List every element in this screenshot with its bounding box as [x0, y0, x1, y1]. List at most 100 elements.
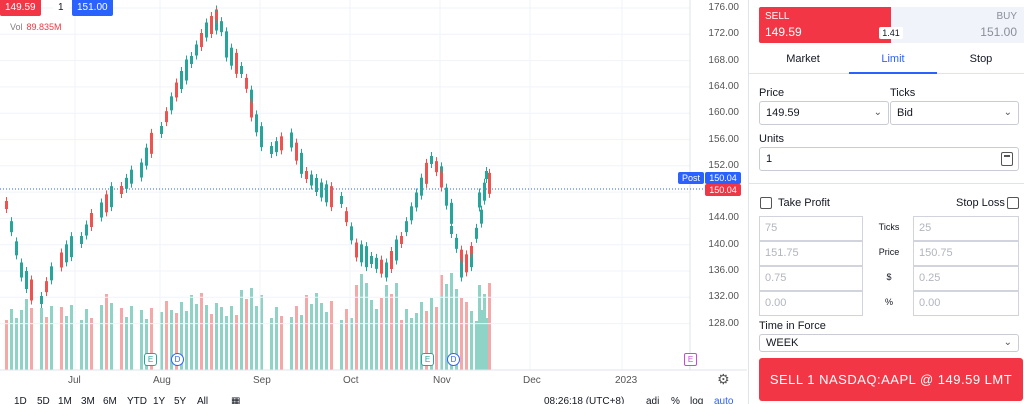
volume-bar	[125, 317, 128, 370]
take-profit-checkbox[interactable]	[760, 197, 772, 209]
volume-bar	[30, 308, 33, 370]
volume-bar	[365, 283, 368, 370]
candle-body	[175, 82, 178, 98]
volume-bar	[280, 316, 283, 370]
price-tick-label: 140.00	[708, 238, 739, 250]
range-button-3m[interactable]: 3M	[81, 396, 95, 404]
stop-loss-field[interactable]: 0.25	[913, 266, 1019, 291]
candle-body	[60, 252, 63, 268]
range-button-5d[interactable]: 5D	[37, 396, 50, 404]
sell-side-button[interactable]: SELL 149.59	[759, 7, 891, 43]
tab-stop[interactable]: Stop	[969, 53, 993, 65]
auto-toggle[interactable]: auto	[714, 396, 734, 404]
chevron-down-icon[interactable]: ⌄	[1003, 337, 1012, 348]
stop-loss-field[interactable]: 25	[913, 216, 1019, 241]
take-profit-field[interactable]: 151.75	[759, 241, 863, 266]
candle-body	[460, 262, 463, 278]
stop-loss-field[interactable]: 150.75	[913, 241, 1019, 266]
take-profit-field[interactable]: 75	[759, 216, 863, 241]
volume-bar	[230, 306, 233, 370]
earnings-marker[interactable]: E	[684, 353, 697, 366]
range-button-1y[interactable]: 1Y	[153, 396, 166, 404]
volume-bar	[200, 293, 203, 370]
volume-bar	[450, 273, 453, 370]
volume-bar	[478, 285, 481, 370]
volume-bar	[175, 313, 178, 370]
candle-body	[270, 146, 273, 154]
volume-bar	[300, 315, 303, 370]
price-input[interactable]: 149.59 ⌄	[759, 101, 889, 125]
log-toggle[interactable]: log	[690, 396, 704, 404]
units-input[interactable]: 1	[759, 147, 1019, 171]
candle-body	[390, 251, 393, 269]
volume-bar	[395, 283, 398, 370]
stop-loss-checkbox[interactable]	[1007, 197, 1019, 209]
earnings-marker[interactable]: E	[144, 353, 157, 366]
range-button-1d[interactable]: 1D	[14, 396, 27, 404]
time-tick-label: Nov	[433, 375, 451, 386]
candle-body	[415, 192, 418, 208]
take-profit-field[interactable]: 0.75	[759, 266, 863, 291]
time-in-force-select[interactable]: WEEK ⌄	[759, 334, 1019, 352]
candle-body	[195, 44, 198, 56]
time-tick-label: 2023	[615, 375, 638, 386]
volume-bar	[5, 320, 8, 370]
candle-body	[340, 196, 343, 204]
candle-body	[245, 77, 248, 89]
chevron-down-icon[interactable]: ⌄	[1003, 107, 1012, 118]
volume-bar	[470, 311, 473, 370]
volume-bar	[45, 317, 48, 370]
volume-bar	[85, 309, 88, 370]
volume-bar	[170, 310, 173, 370]
range-button-6m[interactable]: 6M	[103, 396, 117, 404]
candle-body	[280, 136, 283, 151]
stop-loss-field[interactable]: 0.00	[913, 291, 1019, 316]
ticks-select[interactable]: Bid ⌄	[890, 101, 1019, 125]
dividend-marker[interactable]: D	[171, 353, 184, 366]
volume-bar	[100, 305, 103, 370]
adjust-toggle[interactable]: adj	[646, 396, 660, 404]
candle-body	[25, 271, 28, 289]
volume-bar	[480, 310, 483, 370]
calculator-icon[interactable]	[1001, 152, 1013, 166]
sell-buy-toggle: SELL 149.59 BUY 151.00 1.41	[759, 7, 1024, 43]
volume-bar	[325, 312, 328, 370]
take-profit-field[interactable]: 0.00	[759, 291, 863, 316]
tab-market[interactable]: Market	[786, 53, 820, 65]
volume-bar	[235, 315, 238, 370]
volume-bar	[160, 312, 163, 370]
chevron-down-icon[interactable]: ⌄	[873, 107, 882, 118]
volume-bar	[488, 283, 491, 370]
candle-body	[455, 237, 458, 249]
chart-sell-quote[interactable]: 149.59	[0, 0, 41, 16]
submit-order-button[interactable]: SELL 1 NASDAQ:AAPL @ 149.59 LMT	[759, 358, 1023, 401]
percent-toggle[interactable]: %	[671, 396, 680, 404]
earnings-marker[interactable]: E	[421, 353, 434, 366]
candle-body	[140, 162, 143, 178]
range-button-ytd[interactable]: YTD	[127, 396, 147, 404]
buy-price: 151.00	[980, 25, 1017, 39]
candle-body	[310, 174, 313, 186]
range-button-5y[interactable]: 5Y	[174, 396, 187, 404]
candle-body	[305, 171, 308, 179]
order-panel: SELL 149.59 BUY 151.00 1.41 Market Limit…	[748, 0, 1024, 404]
price-tick-label: 132.00	[708, 291, 739, 303]
chart-canvas[interactable]	[0, 0, 747, 404]
calendar-icon[interactable]: ▦	[231, 396, 241, 404]
volume-bar	[255, 306, 258, 370]
gear-icon[interactable]: ⚙	[717, 371, 730, 387]
volume-bar	[10, 309, 13, 370]
range-button-all[interactable]: All	[197, 396, 209, 404]
candle-body	[5, 201, 8, 209]
candle-body	[478, 192, 481, 208]
volume-bar	[105, 294, 108, 370]
chart-buy-quote[interactable]: 151.00	[72, 0, 113, 16]
range-button-1m[interactable]: 1M	[58, 396, 72, 404]
price-chart[interactable]: 149.59 1 151.00 Vol 89.835M 176.00 172.00 1…	[0, 0, 747, 404]
tab-limit[interactable]: Limit	[849, 48, 937, 74]
volume-bar	[260, 295, 263, 370]
dividend-marker[interactable]: D	[447, 353, 460, 366]
volume-bar	[110, 303, 113, 370]
candle-body	[45, 281, 48, 293]
